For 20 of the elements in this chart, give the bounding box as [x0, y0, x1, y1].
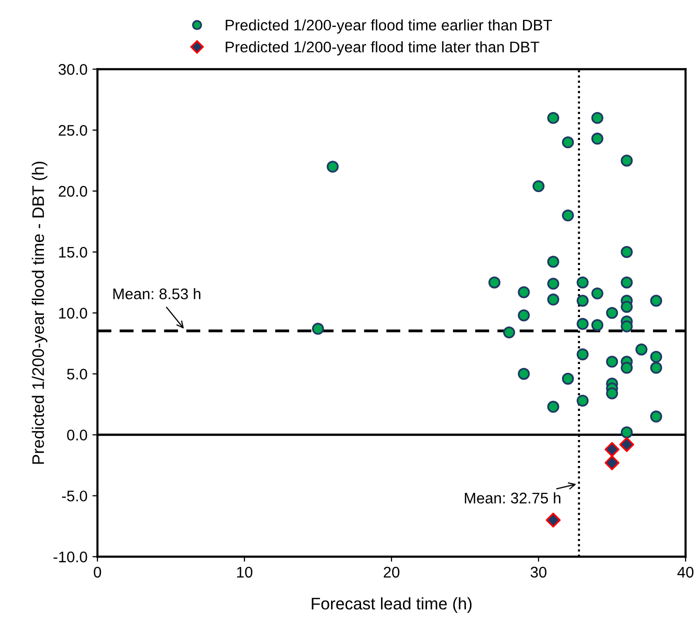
y-tick-label: 25.0 — [58, 124, 88, 136]
y-tick-label: 10.0 — [59, 308, 88, 319]
y-tick-label: -5.0 — [62, 490, 88, 502]
y-axis-title: Predicted 1/200-year flood time - DBT (h) — [32, 162, 48, 464]
legend-label: Predicted 1/200-year flood time later than DBT — [226, 41, 540, 56]
x-tick-label: 40 — [677, 566, 694, 578]
x-tick-label: 0 — [94, 566, 102, 578]
x-tick-label: 10 — [237, 566, 252, 578]
ref-line-label: Mean: 32.75 h — [464, 492, 560, 504]
y-tick-label: -10.0 — [54, 552, 88, 562]
y-tick-label: 15.0 — [59, 246, 88, 258]
x-tick-label: 30 — [530, 566, 546, 578]
y-tick-label: 30.0 — [58, 64, 88, 75]
y-tick-label: 20.0 — [58, 186, 88, 197]
ref-line-label: Mean: 8.53 h — [113, 288, 200, 300]
y-tick-label: 5.0 — [67, 368, 88, 380]
legend-label: Predicted 1/200-year flood time earlier than DBT — [226, 19, 552, 34]
x-tick-label: 20 — [384, 566, 400, 578]
x-axis-title: Forecast lead time (h) — [312, 597, 472, 613]
y-tick-label: 0.0 — [67, 430, 88, 440]
